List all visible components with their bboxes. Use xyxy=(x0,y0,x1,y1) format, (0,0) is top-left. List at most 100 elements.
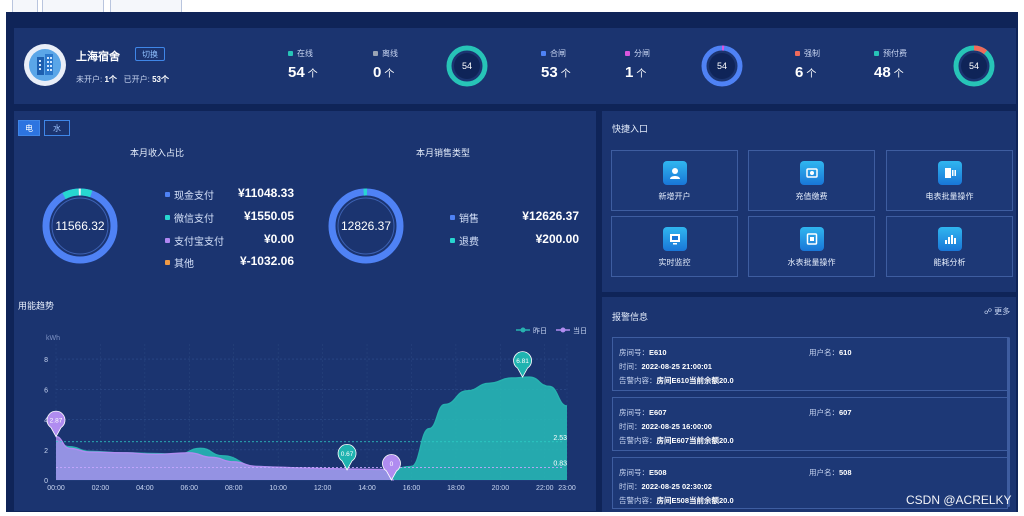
y-tick-label: 6 xyxy=(44,387,48,394)
series-area-当日 xyxy=(56,436,394,480)
content-label: 告警内容： xyxy=(619,436,657,445)
quick-monitor-button[interactable]: 实时监控 xyxy=(611,216,738,277)
user-value: 508 xyxy=(839,468,852,477)
quick-recharge-button[interactable]: 充值缴费 xyxy=(748,150,875,211)
online-label: 在线 xyxy=(297,49,313,58)
x-tick-label: 10:00 xyxy=(269,485,287,492)
quick-label: 实时监控 xyxy=(658,258,691,267)
time-label: 时间： xyxy=(619,422,642,431)
content-value: 房间E508当前余额20.0 xyxy=(656,496,734,505)
room-value: E607 xyxy=(649,408,667,417)
x-tick-label: 04:00 xyxy=(136,485,154,492)
status-closed: 合闸 53 个 xyxy=(541,48,571,81)
user-label: 用户名： xyxy=(809,348,839,357)
switch-building-button[interactable]: 切换 xyxy=(135,47,165,61)
status-prepaid: 预付费 48 个 xyxy=(874,48,907,81)
sales-title: 本月销售类型 xyxy=(416,148,471,158)
alarm-more-link[interactable]: ☍ 更多 xyxy=(984,306,1010,317)
unit: 个 xyxy=(560,69,571,80)
alarm-title: 报警信息 xyxy=(612,312,649,322)
y-tick-label: 2 xyxy=(44,448,48,455)
online-ring-chart: 54 xyxy=(446,45,488,87)
recharge-icon xyxy=(799,161,824,185)
alarm-item[interactable]: 房间号：E508 用户名：508 时间：2022-08-25 02:30:02 … xyxy=(612,457,1008,509)
quick-label: 水表批量操作 xyxy=(787,258,836,267)
tab-water[interactable]: 水 xyxy=(44,120,70,136)
income-legend-cash: 现金支付 xyxy=(165,187,214,202)
peak-marker xyxy=(46,410,66,438)
quick-new-account-button[interactable]: 新增开户 xyxy=(611,150,738,211)
alarm-item[interactable]: 房间号：E607 用户名：607 时间：2022-08-25 16:00:00 … xyxy=(612,397,1008,451)
quick-label: 新增开户 xyxy=(658,192,691,201)
room-value: E508 xyxy=(649,468,667,477)
quick-label: 充值缴费 xyxy=(795,192,828,201)
x-tick-label: 23:00 xyxy=(558,485,576,492)
income-title: 本月收入占比 xyxy=(130,148,185,158)
room-label: 房间号： xyxy=(619,468,649,477)
closed-dot xyxy=(541,51,546,56)
x-tick-label: 02:00 xyxy=(92,485,110,492)
unit: 个 xyxy=(806,69,817,80)
forced-dot xyxy=(795,51,800,56)
quick-entry-title: 快捷入口 xyxy=(612,124,649,134)
x-tick-label: 00:00 xyxy=(47,485,65,492)
alarm-item[interactable]: 房间号：E610 用户名：610 时间：2022-08-25 21:00:01 … xyxy=(612,337,1008,391)
unit: 个 xyxy=(384,69,395,80)
income-center-value: 11566.32 xyxy=(55,219,104,233)
room-value: E610 xyxy=(649,348,667,357)
prepaid-dot xyxy=(874,51,879,56)
alarm-scrollbar[interactable] xyxy=(1007,337,1010,507)
legend-dot xyxy=(450,238,455,243)
peak-marker-label: 2.87 xyxy=(50,418,63,425)
quick-energy-analysis-button[interactable]: 能耗分析 xyxy=(886,216,1013,277)
sales-legend-refund: 退费 xyxy=(450,233,479,248)
legend-label: 退费 xyxy=(459,237,479,248)
peak-marker xyxy=(337,444,357,471)
opened-label: 已开户: xyxy=(123,75,150,84)
unit: 个 xyxy=(636,69,647,80)
time-label: 时间： xyxy=(619,362,642,371)
online-ring-value: 54 xyxy=(462,61,472,71)
account-count-line: 未开户: 1个 已开户: 53个 xyxy=(76,74,169,85)
time-value: 2022-08-25 21:00:01 xyxy=(641,362,712,371)
online-value: 54 xyxy=(288,64,305,81)
peak-marker xyxy=(513,351,532,378)
income-legend-other: 其他 xyxy=(165,255,194,270)
open-label: 分闸 xyxy=(634,49,650,58)
energy-trend-chart: kWh 0 2 4 6 8 00:00 02:00 04:00 06:00 08:00 10:00 12… xyxy=(44,326,587,492)
content-value: 房间E610当前余额20.0 xyxy=(656,376,734,385)
y-axis-unit: kWh xyxy=(46,335,60,342)
offline-label: 离线 xyxy=(382,49,398,58)
tab-electric[interactable]: 电 xyxy=(18,120,40,136)
room-label: 房间号： xyxy=(619,408,649,417)
income-value-alipay: ¥0.00 xyxy=(263,232,294,246)
sales-legend-sale: 销售 xyxy=(450,210,479,225)
peak-marker-label: 0 xyxy=(390,461,394,468)
time-value: 2022-08-25 02:30:02 xyxy=(641,482,712,491)
building-name: 上海宿舍 xyxy=(76,51,120,63)
link-icon: ☍ xyxy=(984,307,993,316)
quick-water-batch-button[interactable]: 水表批量操作 xyxy=(748,216,875,277)
income-value-cash: ¥11048.33 xyxy=(237,186,294,200)
monitor-icon xyxy=(662,227,687,251)
x-tick-label: 12:00 xyxy=(314,485,332,492)
switch-ring-value: 54 xyxy=(717,61,727,71)
forced-label: 强制 xyxy=(804,49,820,58)
sales-value-sale: ¥12626.37 xyxy=(522,209,579,223)
quick-meter-batch-button[interactable]: 电表批量操作 xyxy=(886,150,1013,211)
legend-label: 当日 xyxy=(573,326,587,335)
content-label: 告警内容： xyxy=(619,496,657,505)
x-tick-label: 06:00 xyxy=(181,485,199,492)
unopened-value: 1个 xyxy=(104,75,117,84)
sales-center-value: 12826.37 xyxy=(341,219,391,233)
series-line-当日 xyxy=(55,435,394,481)
unopened-label: 未开户: xyxy=(76,75,103,84)
income-value-other: ¥-1032.06 xyxy=(239,254,294,268)
forced-value: 6 xyxy=(795,64,804,81)
user-label: 用户名： xyxy=(809,408,839,417)
status-online: 在线 54 个 xyxy=(288,48,318,81)
chart-analysis-icon xyxy=(937,227,962,251)
